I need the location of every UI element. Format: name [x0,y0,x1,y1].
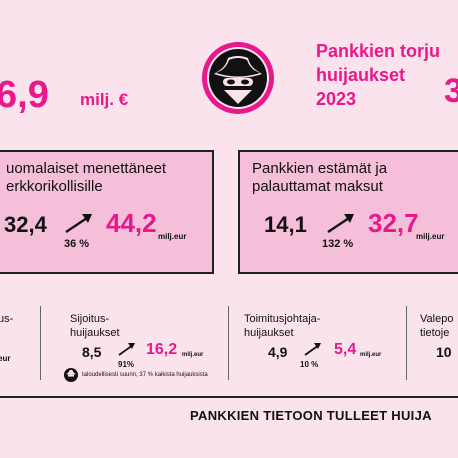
row-item0-unit: eur [0,354,11,363]
row-item3-before: 10 [436,344,452,360]
card-left-before: 32,4 [4,212,47,237]
row-item1-before: 8,5 [82,344,102,360]
row-item1-unit: milj.eur [182,352,204,358]
card-left-title-1: uomalaiset menettäneet [6,160,167,177]
arrow-up-right-icon [304,342,322,361]
card-blocked [238,150,458,274]
card-left-after: 44,2 [106,208,157,238]
row-item3-title-1: Valepo [420,313,454,325]
total-unit: milj. € [80,90,129,109]
row-item1-pct: 91% [118,360,135,369]
row-item2-after: 5,4 [334,341,357,358]
row-item3-title-2: tietoje [420,327,450,339]
footer-text: PANKKIEN TIETOON TULLEET HUIJA [190,408,432,423]
row-divider [228,306,229,380]
footer-rule [0,396,458,398]
arrow-up-right-icon [326,212,356,239]
row-item2-unit: milj.eur [360,352,382,358]
bandit-cowboy-icon [200,40,276,116]
card-left-title-2: erkkorikollisille [6,178,103,195]
title-line3: 2023 [316,89,357,109]
row-item1-after: 16,2 [146,341,178,358]
card-left-pct: 36 % [64,238,90,250]
card-right-pct: 132 % [322,238,354,250]
card-losses [0,150,214,274]
row-item2-title-2: huijaukset [244,327,294,339]
row-divider [406,306,407,380]
bandit-cowboy-icon [64,368,78,382]
row-item1-title-2: huijaukset [70,327,120,339]
row-divider [40,306,41,380]
card-left-unit: milj.eur [158,232,187,241]
row-item2-before: 4,9 [268,344,288,360]
row-item1-title-1: Sijoitus- [70,313,110,325]
row-item2-pct: 10 % [300,360,319,369]
card-right-title-2: palauttamat maksut [252,178,383,195]
header-right-value: 3 [444,72,458,110]
title-line1: Pankkien torju [316,41,441,61]
card-right-before: 14,1 [264,212,307,237]
row-item1-note: taloudellisesti suurin, 37 % kaikista hu… [82,372,208,378]
card-right-title-1: Pankkien estämät ja [252,160,388,177]
total-value: 6,9 [0,74,49,116]
arrow-up-right-icon [64,212,94,239]
row-item0-title: us- [0,313,14,325]
title-line2: huijaukset [316,65,406,85]
arrow-up-right-icon [118,342,136,361]
card-right-after: 32,7 [368,208,419,238]
card-right-unit: milj.eur [416,232,445,241]
row-item2-title-1: Toimitusjohtaja- [244,313,321,325]
